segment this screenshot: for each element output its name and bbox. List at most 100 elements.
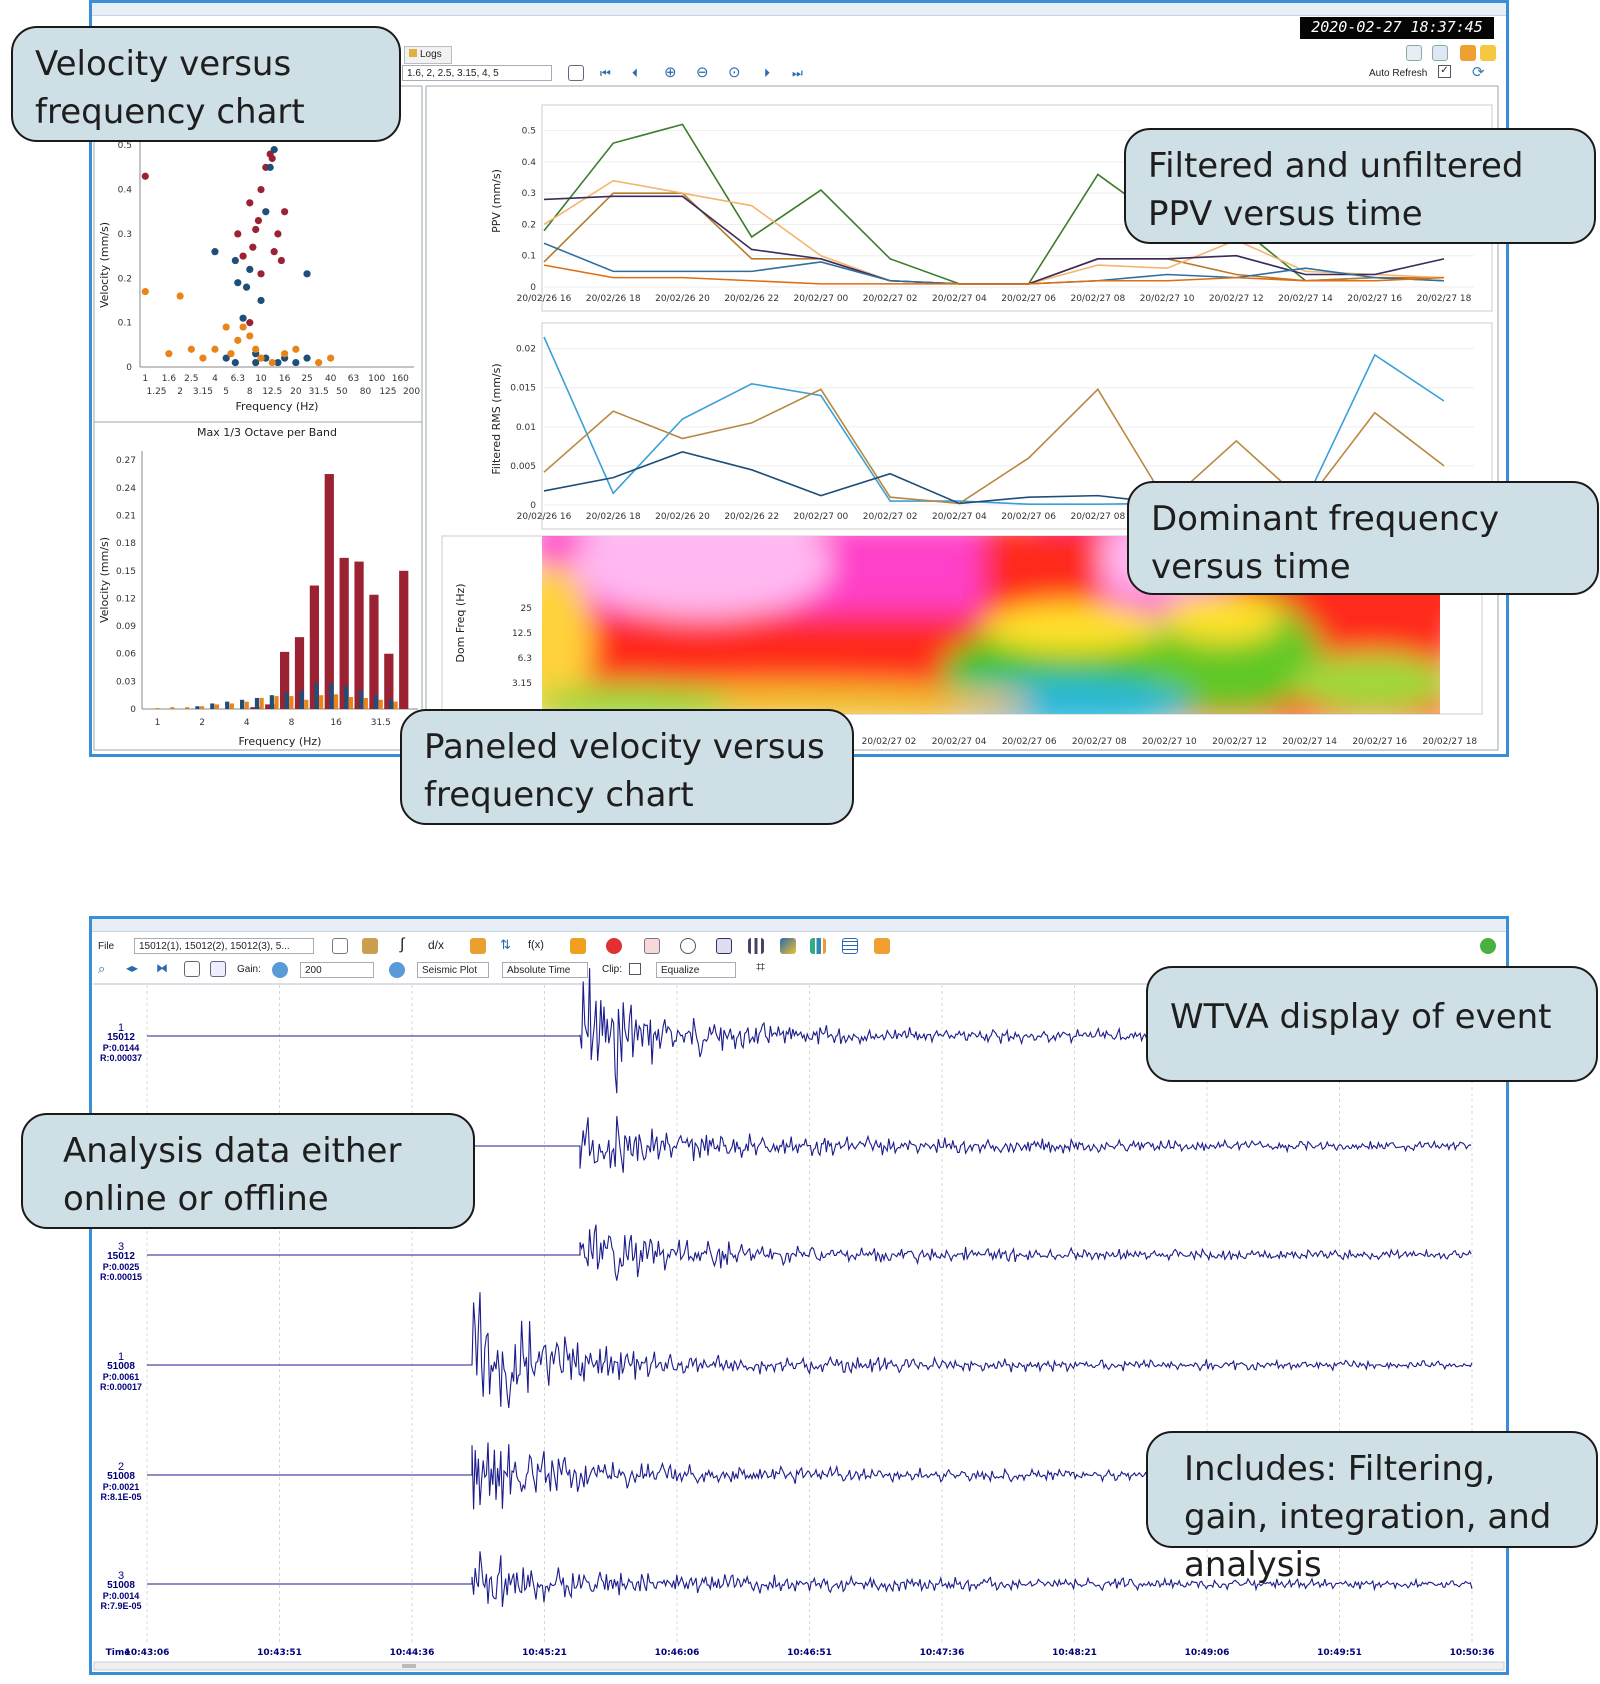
go-icon[interactable]: [1480, 938, 1496, 954]
scatter-point: [270, 146, 278, 154]
clipboard-icon[interactable]: [1460, 45, 1476, 61]
sum-icon[interactable]: [470, 938, 486, 954]
domfreq-ytick: 12.5: [512, 629, 532, 639]
bar-xtick: 8: [289, 718, 295, 728]
bar: [289, 696, 294, 709]
rms-xtick: 20/02/27 00: [794, 512, 849, 522]
refresh-icon[interactable]: ⟳: [1472, 64, 1485, 81]
gain-increase-icon[interactable]: [389, 962, 405, 978]
rms-xtick: 20/02/26 20: [655, 512, 710, 522]
report-icon[interactable]: [644, 938, 660, 954]
stop-icon[interactable]: [606, 938, 622, 954]
edit-icon[interactable]: [362, 938, 378, 954]
last-icon[interactable]: ⏭: [792, 66, 803, 80]
domfreq-xtick: 20/02/27 02: [862, 737, 917, 747]
bar: [399, 570, 409, 709]
visualizer-titlebar: [92, 919, 1506, 932]
save-view-icon[interactable]: [568, 65, 584, 81]
tab-logs[interactable]: Logs: [404, 46, 452, 64]
seismic-trace: [147, 1292, 1473, 1408]
ppv-xtick: 20/02/27 08: [1070, 294, 1125, 304]
scatter-ylabel: Velocity (mm/s): [98, 222, 111, 308]
domfreq-xtick: 20/02/27 14: [1282, 737, 1337, 747]
copy-icon[interactable]: [332, 938, 348, 954]
time-mode-select[interactable]: Absolute Time: [502, 962, 588, 978]
domfreq-ytick: 25: [521, 604, 532, 614]
time-tick: 10:43:06: [125, 1648, 170, 1658]
page-icon[interactable]: [210, 961, 226, 977]
print-icon[interactable]: [184, 961, 200, 977]
scatter-ytick: 0.1: [118, 319, 132, 329]
export-icon[interactable]: [1406, 45, 1422, 61]
differentiate-icon[interactable]: d/x: [428, 938, 445, 952]
file-menu[interactable]: File: [98, 941, 115, 952]
auto-refresh-checkbox[interactable]: ✓: [1438, 65, 1451, 78]
trace-p: P:0.0025: [102, 1262, 140, 1272]
zoom-out-icon[interactable]: ⊖: [696, 64, 709, 81]
scatter-point: [277, 256, 285, 265]
gain-input[interactable]: 200: [300, 962, 374, 978]
timer-icon[interactable]: [680, 938, 696, 954]
gain-decrease-icon[interactable]: [272, 962, 288, 978]
rms-ytick: 0.005: [510, 462, 536, 472]
scatter-point: [234, 279, 242, 287]
bar: [210, 703, 215, 709]
filter-icon[interactable]: [570, 938, 586, 954]
bar-chart-icon[interactable]: [810, 938, 826, 954]
next-icon[interactable]: ⏵: [764, 66, 771, 80]
window-icon[interactable]: [716, 938, 732, 954]
clip-checkbox[interactable]: [629, 963, 641, 975]
trace-p: P:0.0021: [102, 1482, 140, 1492]
integrate-icon[interactable]: ∫: [400, 936, 405, 953]
crop-icon[interactable]: ⌗: [756, 959, 766, 976]
trace-channel: 1: [117, 1022, 125, 1034]
ppv-ytick: 0.3: [522, 189, 536, 199]
scatter-point: [239, 323, 247, 331]
histogram-icon[interactable]: [748, 938, 764, 954]
table-icon[interactable]: [842, 938, 858, 954]
bar: [378, 699, 383, 709]
logs-icon: [409, 49, 417, 57]
rms-xtick: 20/02/27 08: [1070, 512, 1125, 522]
spectrogram-icon[interactable]: [780, 938, 796, 954]
scatter-point: [274, 230, 282, 238]
bar: [265, 704, 275, 709]
first-icon[interactable]: ⏮: [600, 66, 611, 80]
bar-ytick: 0.18: [116, 539, 136, 549]
scatter-point: [292, 345, 300, 353]
fit-icon[interactable]: ⧓: [156, 961, 168, 975]
prev-icon[interactable]: ⏴: [632, 66, 639, 80]
search-icon[interactable]: ⌕: [98, 961, 106, 976]
bar-chart: Max 1/3 Octave per Band 0 0.03 0.06 0.09 0.12…: [98, 426, 418, 748]
band-select[interactable]: 1.6, 2, 2.5, 3.15, 4, 5: [402, 65, 552, 81]
bar: [339, 557, 349, 709]
scatter-point: [315, 358, 323, 367]
scatter-point: [165, 350, 173, 358]
h-scrollbar-thumb[interactable]: [402, 1664, 416, 1668]
scatter-xtick: 2: [177, 387, 183, 397]
auto-refresh-label: Auto Refresh: [1369, 68, 1428, 79]
trace-station: 51008: [107, 1580, 135, 1591]
fx-icon[interactable]: f(x): [528, 939, 544, 951]
scatter-point: [257, 354, 265, 362]
sort-icon[interactable]: ⇅: [500, 937, 511, 952]
zoom-fit-icon[interactable]: ⊙: [728, 64, 741, 81]
ppv-xtick: 20/02/26 22: [724, 294, 779, 304]
plot-type-select[interactable]: Seismic Plot: [417, 962, 489, 978]
zoom-in-icon[interactable]: ⊕: [664, 64, 677, 81]
trace-select[interactable]: 15012(1), 15012(2), 15012(3), 5...: [134, 938, 314, 954]
rms-xtick: 20/02/27 02: [863, 512, 918, 522]
scatter-xtick: 80: [360, 387, 372, 397]
time-tick: 10:47:36: [920, 1648, 965, 1658]
tag-icon[interactable]: [874, 938, 890, 954]
bar: [333, 694, 339, 709]
pan-icon[interactable]: ◂▸: [126, 961, 139, 975]
bar: [170, 707, 175, 709]
clock-display: 2020-02-27 18:37:45: [1300, 17, 1494, 39]
trace-r: R:0.00037: [99, 1053, 143, 1063]
save-icon[interactable]: [1432, 45, 1448, 61]
star-icon[interactable]: [1480, 45, 1496, 61]
equalize-select[interactable]: Equalize: [656, 962, 736, 978]
callout-filtered-ppv: Filtered and unfiltered PPV versus time: [1124, 128, 1596, 244]
domfreq-xtick: 20/02/27 16: [1352, 737, 1407, 747]
